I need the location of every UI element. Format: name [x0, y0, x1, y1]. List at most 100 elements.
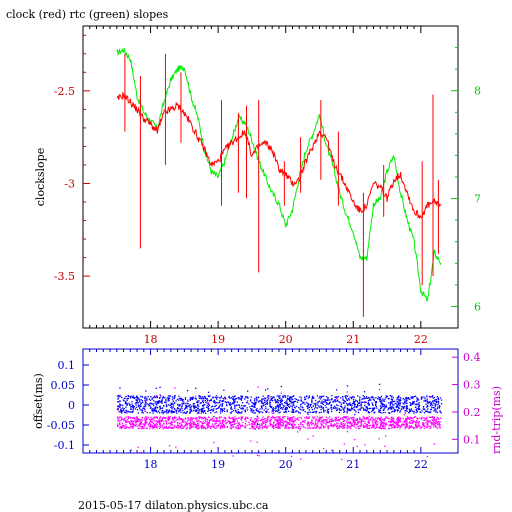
- scatter-point: [334, 420, 337, 422]
- scatter-point: [415, 427, 417, 429]
- scatter-point: [315, 427, 317, 429]
- scatter-point: [317, 420, 319, 422]
- scatter-point: [245, 395, 247, 398]
- scatter-point: [372, 396, 374, 399]
- scatter-point: [154, 424, 156, 426]
- scatter-point: [190, 405, 193, 407]
- scatter-point: [274, 416, 277, 419]
- scatter-point: [184, 424, 186, 426]
- scatter-point: [155, 416, 157, 419]
- scatter-point: [331, 420, 333, 422]
- scatter-point: [327, 408, 329, 410]
- scatter-point: [294, 418, 296, 420]
- scatter-point: [267, 396, 269, 398]
- scatter-point: [168, 409, 170, 411]
- scatter-point: [439, 411, 441, 413]
- scatter-point: [276, 400, 279, 403]
- scatter-point: [186, 427, 188, 429]
- scatter-point: [204, 397, 206, 399]
- scatter-point: [241, 416, 243, 419]
- scatter-point: [372, 418, 374, 420]
- scatter-point: [431, 395, 434, 397]
- scatter-point: [165, 404, 167, 406]
- scatter-point: [286, 402, 288, 405]
- scatter-point: [348, 426, 351, 428]
- scatter-point: [322, 425, 325, 427]
- scatter-point: [130, 449, 132, 451]
- scatter-point: [185, 405, 187, 407]
- scatter-point: [281, 403, 283, 405]
- scatter-point: [273, 452, 275, 454]
- scatter-point: [292, 398, 294, 401]
- scatter-point: [284, 420, 286, 423]
- scatter-point: [282, 395, 284, 397]
- scatter-point: [283, 421, 285, 423]
- scatter-point: [201, 397, 203, 400]
- scatter-point: [137, 418, 139, 420]
- scatter-point: [206, 397, 208, 400]
- scatter-point: [296, 426, 298, 428]
- scatter-point: [227, 401, 229, 403]
- scatter-point: [262, 395, 264, 397]
- scatter-point: [341, 427, 344, 429]
- scatter-point: [250, 440, 252, 442]
- scatter-point: [161, 417, 164, 419]
- scatter-point: [279, 403, 281, 405]
- scatter-point: [254, 421, 256, 423]
- scatter-point: [132, 395, 134, 397]
- scatter-point: [407, 416, 409, 418]
- scatter-point: [255, 420, 257, 422]
- scatter-point: [336, 428, 338, 430]
- scatter-point: [424, 400, 427, 402]
- scatter-point: [325, 406, 327, 408]
- scatter-point: [203, 407, 205, 409]
- scatter-point: [173, 426, 175, 429]
- scatter-point: [122, 422, 124, 424]
- scatter-point: [360, 401, 362, 403]
- scatter-point: [270, 396, 272, 398]
- scatter-point: [250, 408, 252, 410]
- scatter-point: [288, 399, 291, 401]
- scatter-point: [302, 420, 304, 422]
- scatter-point: [117, 394, 120, 397]
- scatter-point: [396, 421, 398, 423]
- scatter-point: [217, 396, 219, 398]
- scatter-point: [356, 419, 358, 421]
- scatter-point: [194, 426, 196, 428]
- scatter-point: [424, 419, 426, 421]
- scatter-point: [416, 404, 418, 406]
- scatter-point: [253, 423, 255, 426]
- scatter-point: [335, 396, 338, 398]
- scatter-point: [154, 407, 156, 409]
- scatter-point: [223, 407, 225, 410]
- scatter-point: [353, 396, 355, 398]
- scatter-point: [398, 400, 400, 402]
- scatter-point: [155, 427, 157, 429]
- scatter-point: [270, 423, 272, 425]
- scatter-point: [343, 409, 345, 411]
- scatter-point: [134, 408, 137, 410]
- scatter-point: [130, 406, 133, 408]
- scatter-point: [350, 409, 352, 411]
- scatter-point: [273, 417, 275, 419]
- scatter-point: [405, 401, 407, 403]
- scatter-point: [427, 408, 429, 410]
- scatter-point: [408, 418, 410, 420]
- scatter-point: [182, 419, 184, 422]
- scatter-point: [385, 425, 387, 427]
- scatter-point: [201, 422, 203, 424]
- scatter-point: [396, 400, 398, 403]
- scatter-point: [315, 418, 317, 420]
- scatter-point: [325, 424, 327, 426]
- scatter-point: [295, 418, 298, 420]
- scatter-point: [275, 424, 277, 426]
- scatter-point: [423, 412, 426, 414]
- scatter-point: [274, 410, 277, 412]
- scatter-point: [405, 409, 407, 412]
- scatter-point: [254, 412, 256, 414]
- scatter-point: [217, 407, 219, 410]
- scatter-point: [341, 458, 343, 461]
- scatter-point: [318, 400, 321, 402]
- scatter-point: [276, 410, 278, 412]
- scatter-point: [232, 455, 234, 457]
